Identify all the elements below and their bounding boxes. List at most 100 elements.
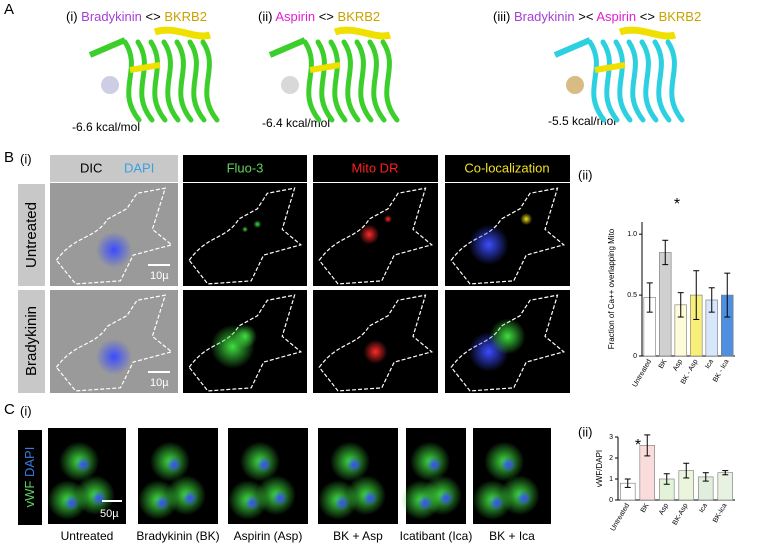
nucleus bbox=[63, 495, 80, 511]
cell-outline bbox=[188, 187, 303, 285]
y-tick-label: 0 bbox=[633, 353, 637, 360]
channel-header bbox=[313, 155, 438, 182]
signal bbox=[520, 213, 533, 226]
nucleus bbox=[154, 495, 170, 511]
signal bbox=[242, 226, 248, 233]
stain-label: vWF DAPI bbox=[22, 447, 37, 508]
y-tick-label: 1.0 bbox=[627, 231, 637, 238]
cell-outline bbox=[55, 187, 173, 285]
signal bbox=[363, 339, 388, 364]
row-label: Untreated bbox=[23, 202, 40, 268]
nucleus bbox=[346, 456, 362, 473]
x-tick-label: Ica bbox=[704, 358, 715, 370]
nucleus bbox=[362, 490, 378, 507]
ligand: Aspirin bbox=[596, 9, 636, 24]
channel-label: DIC bbox=[80, 160, 102, 175]
ligand: Bradykinin bbox=[514, 9, 575, 24]
ligand bbox=[566, 76, 584, 94]
y-axis-label: vWF/DAPI bbox=[595, 450, 604, 487]
condition-label: Icatibant (Ica) bbox=[400, 529, 473, 543]
panel-letter: C bbox=[4, 401, 15, 418]
nucleus bbox=[166, 456, 182, 473]
x-tick-label: BK bbox=[640, 502, 651, 514]
cell-outline bbox=[318, 294, 434, 392]
stain-header bbox=[18, 430, 42, 525]
cell-outline bbox=[450, 294, 566, 392]
helix bbox=[148, 39, 168, 123]
sub-label: (ii) bbox=[578, 167, 592, 182]
channel-header bbox=[445, 155, 570, 182]
structure-label: (i) Bradykinin <> BKRB2 bbox=[66, 9, 207, 24]
nucleus bbox=[417, 495, 433, 511]
stain: DAPI bbox=[22, 447, 37, 477]
channel-label: Mito DR bbox=[352, 160, 399, 175]
panel-letter: B bbox=[4, 149, 14, 166]
bar bbox=[659, 252, 672, 357]
nucleus bbox=[515, 490, 532, 507]
ligand: Aspirin bbox=[275, 9, 315, 24]
y-tick-label: 2 bbox=[609, 455, 613, 462]
helix bbox=[600, 39, 620, 123]
y-tick-label: 0 bbox=[609, 497, 613, 504]
x-tick-label: Untreated bbox=[610, 502, 631, 532]
helix bbox=[161, 39, 181, 123]
cell-outline bbox=[450, 187, 566, 285]
x-tick-label: Asp bbox=[658, 502, 670, 516]
channel-label: Fluo-3 bbox=[227, 160, 264, 175]
panel-letter: A bbox=[4, 1, 14, 18]
sub-label: (ii) bbox=[578, 424, 592, 439]
y-tick-label: 3 bbox=[609, 434, 613, 441]
helix bbox=[639, 39, 659, 123]
operator: <> bbox=[146, 9, 161, 24]
helix bbox=[153, 26, 212, 40]
helix bbox=[200, 39, 220, 123]
nucleus bbox=[90, 490, 107, 507]
helix bbox=[309, 62, 341, 73]
helix bbox=[367, 39, 387, 123]
helix bbox=[354, 39, 374, 123]
receptor: BKRB2 bbox=[338, 9, 381, 24]
signal bbox=[384, 215, 392, 224]
nucleus bbox=[334, 495, 350, 511]
structure-label: (ii) Aspirin <> BKRB2 bbox=[258, 9, 380, 24]
x-tick-label: Untreated bbox=[632, 358, 653, 388]
helix bbox=[665, 39, 685, 123]
condition-label: BK + Ica bbox=[489, 529, 535, 543]
scale-label: 50µ bbox=[100, 508, 119, 520]
nucleus bbox=[244, 495, 260, 511]
helix bbox=[618, 26, 677, 40]
signal bbox=[359, 224, 380, 245]
helix bbox=[553, 37, 592, 58]
helix bbox=[594, 62, 626, 73]
sub-label: (i) bbox=[20, 151, 32, 166]
y-tick-label: 0.5 bbox=[627, 292, 637, 299]
signal bbox=[233, 324, 257, 349]
ligand: Bradykinin bbox=[81, 9, 142, 24]
sub-label: (i) bbox=[20, 403, 32, 418]
operator: >< bbox=[578, 9, 593, 24]
helix bbox=[587, 39, 607, 123]
annotation: * bbox=[635, 437, 641, 454]
y-axis-label: Fraction of Ca++ overlapping Mito bbox=[607, 228, 616, 349]
helix bbox=[187, 39, 207, 123]
helix bbox=[380, 39, 400, 123]
row-header bbox=[18, 290, 45, 393]
scale-label: 10µ bbox=[150, 270, 169, 282]
nucleus bbox=[426, 456, 442, 473]
signal bbox=[489, 318, 526, 355]
cell-outline bbox=[55, 294, 173, 392]
binding-energy: -6.4 kcal/mol bbox=[262, 116, 330, 130]
nucleus bbox=[256, 456, 272, 473]
helix bbox=[613, 39, 633, 123]
structure-label: (iii) Bradykinin >< Aspirin <> BKRB2 bbox=[493, 9, 701, 24]
helix bbox=[88, 37, 127, 58]
helix bbox=[129, 62, 161, 73]
x-tick-label: BK-Ica bbox=[712, 502, 729, 524]
binding-energy: -5.5 kcal/mol bbox=[548, 114, 616, 128]
condition-label: BK + Asp bbox=[333, 529, 383, 543]
helix bbox=[626, 39, 646, 123]
numeral: (i) bbox=[66, 9, 78, 24]
helix bbox=[122, 39, 142, 123]
channel-header bbox=[50, 155, 178, 182]
helix bbox=[328, 39, 348, 123]
